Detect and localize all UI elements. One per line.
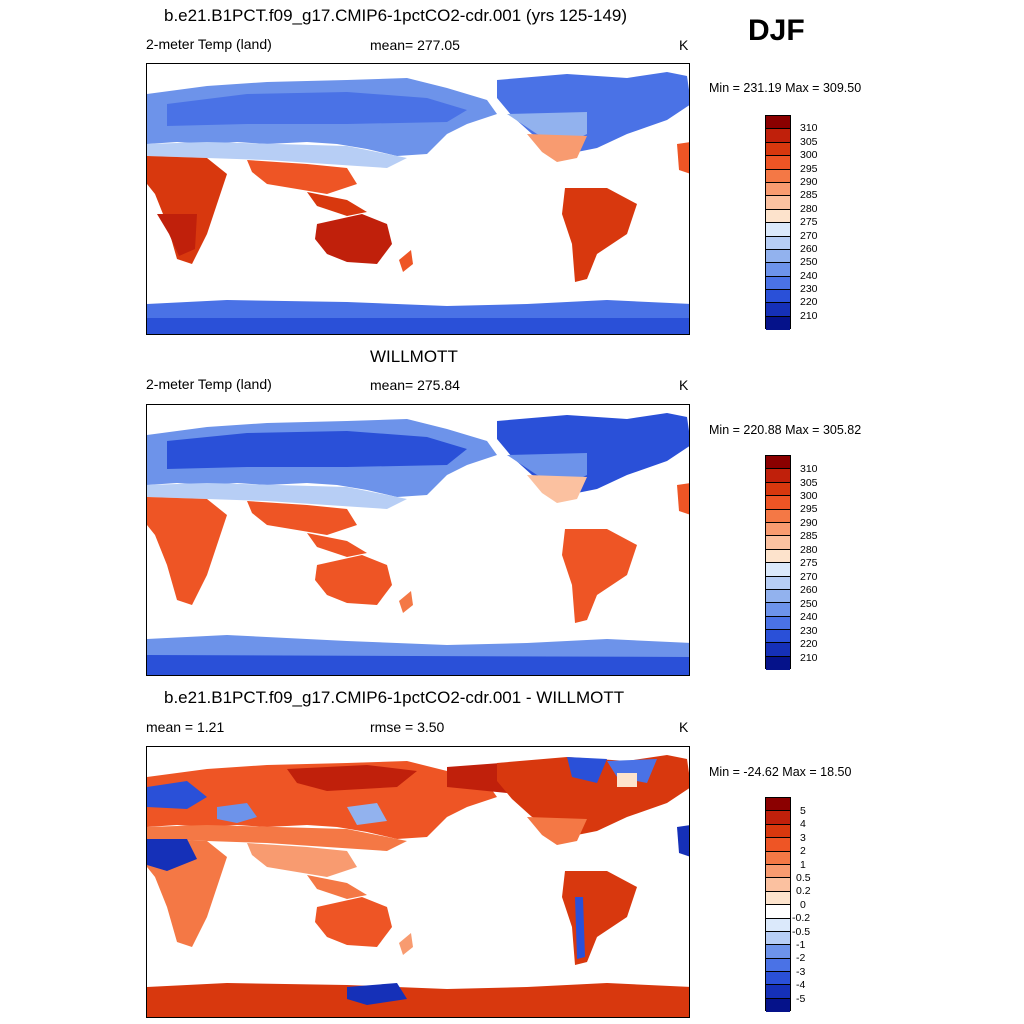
cbar-label: 0.2: [796, 885, 811, 897]
cbar-label: 295: [800, 163, 818, 175]
cbar-label: 280: [800, 203, 818, 215]
panel-1-mean-label: mean= 277.05: [370, 37, 460, 53]
panel-1-map: [146, 63, 690, 335]
cbar-label: -0.5: [792, 926, 811, 938]
south-america-landmass: [562, 188, 637, 282]
panel-1-variable-label: 2-meter Temp (land): [146, 36, 272, 52]
australia-landmass: [315, 214, 392, 264]
cbar-label: 300: [800, 490, 818, 502]
cbar-label: 250: [800, 598, 818, 610]
cbar-label: 230: [800, 625, 818, 637]
panel-3-units: K: [679, 719, 689, 735]
cbar-label: 285: [800, 530, 818, 542]
cbar-label: 2: [800, 845, 806, 857]
cbar-label: 300: [800, 149, 818, 161]
panel-1-title: b.e21.B1PCT.f09_g17.CMIP6-1pctCO2-cdr.00…: [164, 6, 628, 25]
panel-3-minmax: Min = -24.62 Max = 18.50: [709, 765, 852, 779]
cbar-label: 250: [800, 256, 818, 268]
africa-landmass: [147, 156, 227, 264]
panel-1-colorbar: [765, 115, 791, 331]
cbar-label: 210: [800, 652, 818, 664]
cbar-label: 0.5: [796, 872, 811, 884]
cbar-label: 4: [800, 818, 806, 830]
south-asia-landmass: [247, 160, 357, 194]
panel-2-colorbar: [765, 455, 791, 671]
cbar-label: 270: [800, 571, 818, 583]
cbar-label: -5: [796, 993, 806, 1005]
cbar-label: 310: [800, 122, 818, 134]
panel-3-mean-label: mean = 1.21: [146, 719, 225, 735]
cbar-label: 5: [800, 805, 806, 817]
cbar-label: 285: [800, 189, 818, 201]
cbar-label: 305: [800, 136, 818, 148]
cbar-label: 275: [800, 557, 818, 569]
cbar-label: -1: [796, 939, 806, 951]
cbar-label: 260: [800, 584, 818, 596]
cbar-label: -3: [796, 966, 806, 978]
cbar-label: 240: [800, 270, 818, 282]
cbar-label: 260: [800, 243, 818, 255]
cbar-label: -2: [796, 952, 806, 964]
cbar-label: 290: [800, 176, 818, 188]
cbar-label: 3: [800, 832, 806, 844]
cbar-label: 0: [800, 899, 806, 911]
cbar-label: 220: [800, 638, 818, 650]
panel-2-map: [146, 404, 690, 676]
season-label: DJF: [748, 14, 805, 47]
panel-2-minmax: Min = 220.88 Max = 305.82: [709, 423, 862, 437]
panel-1-units: K: [679, 37, 689, 53]
panel-1-minmax: Min = 231.19 Max = 309.50: [709, 81, 862, 95]
panel-2-mean-label: mean= 275.84: [370, 377, 460, 393]
cbar-label: 220: [800, 296, 818, 308]
panel-3-map: [146, 746, 690, 1018]
cbar-label: 210: [800, 310, 818, 322]
panel-3-colorbar: [765, 797, 791, 1013]
cbar-label: 280: [800, 544, 818, 556]
cbar-label: 310: [800, 463, 818, 475]
cbar-label: -4: [796, 979, 806, 991]
cbar-label: 270: [800, 230, 818, 242]
panel-3-title: b.e21.B1PCT.f09_g17.CMIP6-1pctCO2-cdr.00…: [164, 688, 625, 707]
panel-3-rmse-label: rmse = 3.50: [370, 719, 445, 735]
cbar-label: 305: [800, 477, 818, 489]
panel-2-title: WILLMOTT: [370, 347, 458, 366]
panel-2-variable-label: 2-meter Temp (land): [146, 376, 272, 392]
cbar-label: 1: [800, 859, 806, 871]
cbar-label: -0.2: [792, 912, 811, 924]
north-america-landmass: [497, 72, 689, 152]
cbar-label: 295: [800, 503, 818, 515]
panel-2-units: K: [679, 377, 689, 393]
cbar-label: 290: [800, 517, 818, 529]
cbar-label: 230: [800, 283, 818, 295]
cbar-label: 240: [800, 611, 818, 623]
cbar-label: 275: [800, 216, 818, 228]
